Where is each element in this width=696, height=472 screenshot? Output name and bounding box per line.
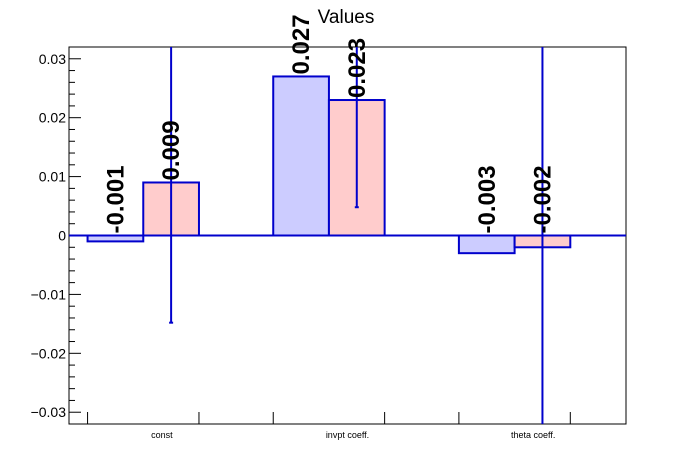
data-label: -0.002 xyxy=(529,165,556,233)
data-labels: -0.001 0.027 -0.003 0.009 0.023 -0.002 xyxy=(102,14,556,233)
y-tick-label: −0.02 xyxy=(31,345,67,361)
bar xyxy=(272,75,330,237)
x-tick-label: invpt coeff. xyxy=(326,430,369,440)
data-label: 0.027 xyxy=(288,14,315,74)
data-label: -0.003 xyxy=(474,165,501,233)
y-tick-label: −0.01 xyxy=(31,286,67,302)
y-axis: −0.03 −0.02 −0.01 0 0.01 0.02 0.03 xyxy=(31,46,81,425)
y-tick-label: 0.01 xyxy=(39,169,66,185)
bar xyxy=(457,234,516,255)
data-label: 0.023 xyxy=(344,38,371,98)
data-label: -0.001 xyxy=(102,165,129,233)
y-tick-label: −0.03 xyxy=(31,404,67,420)
x-tick-label: theta coeff. xyxy=(511,430,555,440)
y-tick-label: 0.02 xyxy=(39,110,66,126)
x-axis: const invpt coeff. theta coeff. xyxy=(87,412,571,440)
y-tick-label: 0.03 xyxy=(39,51,66,67)
error-bars xyxy=(169,47,544,424)
x-tick-label: const xyxy=(151,430,173,440)
y-tick-label: 0 xyxy=(58,228,66,244)
data-label: 0.009 xyxy=(158,120,185,180)
chart-title: Values xyxy=(318,7,375,28)
